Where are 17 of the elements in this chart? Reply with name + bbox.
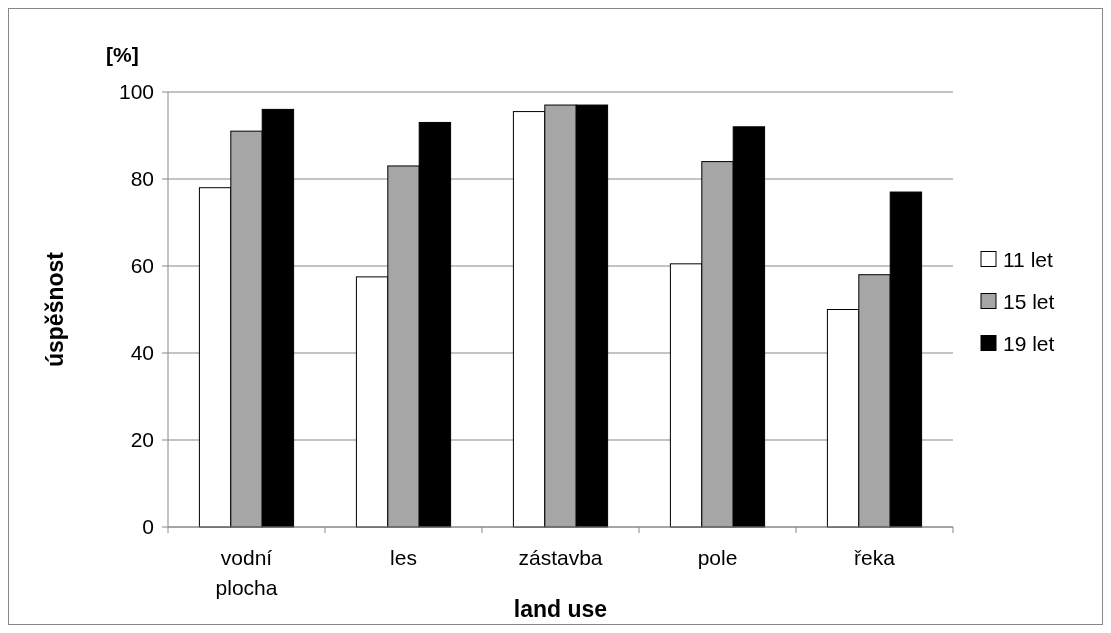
legend-label: 15 let <box>1003 289 1055 313</box>
x-tick-label: řeka <box>854 546 896 569</box>
y-tick-label: 80 <box>130 167 154 191</box>
x-tick-label: les <box>390 546 417 569</box>
x-tick-label: zástavba <box>518 546 603 569</box>
y-tick-label: 100 <box>118 80 154 104</box>
y-tick-label: 0 <box>142 515 154 539</box>
x-tick-label: pole <box>697 546 738 569</box>
legend-label: 11 let <box>1003 247 1053 271</box>
y-tick-label: 60 <box>130 254 154 278</box>
y-tick-label: 40 <box>130 341 154 365</box>
x-axis-title: land use <box>513 596 608 622</box>
y-tick-label: 20 <box>130 428 154 452</box>
legend-label: 19 let <box>1003 331 1055 355</box>
text: [%] <box>106 43 139 66</box>
x-tick-label: vodní plocha <box>215 546 278 599</box>
y-axis-title: úspěšnost <box>42 251 68 368</box>
